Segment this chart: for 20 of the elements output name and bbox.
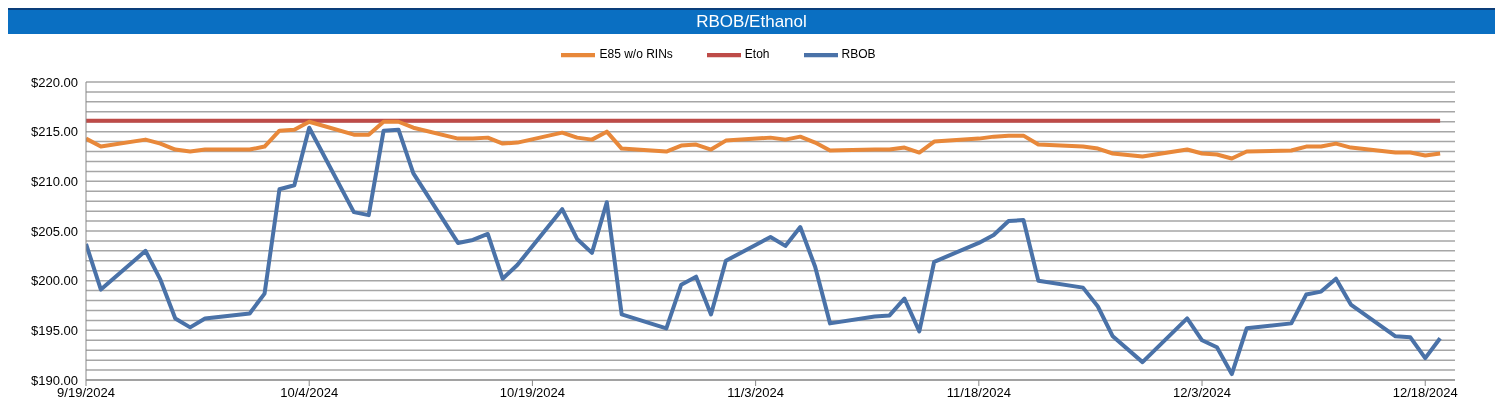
x-tick-label: 9/19/2024 — [57, 385, 115, 401]
legend-label: Etoh — [744, 47, 770, 62]
y-tick-label: $215.00 — [31, 124, 78, 140]
y-tick-label: $220.00 — [31, 74, 78, 90]
y-tick-label: $210.00 — [31, 173, 78, 189]
y-tick-label: $205.00 — [31, 223, 78, 239]
x-tick-label: 10/4/2024 — [280, 385, 339, 401]
x-tick-label: 11/18/2024 — [946, 385, 1011, 401]
y-tick-label: $200.00 — [31, 273, 78, 289]
line-series — [86, 119, 1443, 161]
y-tick-label: $195.00 — [31, 322, 78, 338]
x-tick-label: 12/18/2024 — [1392, 385, 1458, 401]
legend-label: E85 w/o RINs — [599, 47, 673, 62]
x-tick-label: 12/3/2024 — [1173, 385, 1231, 401]
x-tick-label: 10/19/2024 — [499, 385, 565, 401]
x-tick-label: 11/3/2024 — [727, 385, 785, 401]
y-tick-label: $190.00 — [31, 372, 78, 388]
legend-label: RBOB — [841, 47, 876, 62]
chart-title: RBOB/Ethanol — [8, 8, 1495, 34]
line-series — [86, 125, 1443, 377]
